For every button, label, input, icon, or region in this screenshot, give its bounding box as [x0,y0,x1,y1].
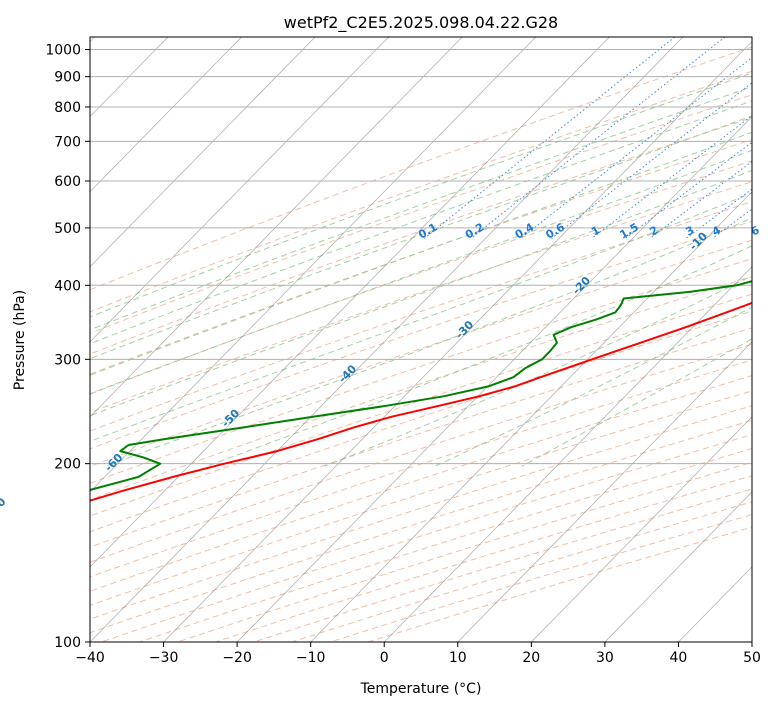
y-tick-label: 800 [54,100,81,116]
y-tick-label: 400 [54,278,81,294]
y-tick-label: 100 [54,635,81,651]
mixing-ratio-line [751,37,775,238]
y-tick-label: 900 [54,70,81,86]
isotherm-label: -70 [0,495,9,519]
x-tick-label: 0 [380,650,389,666]
y-tick-label: 200 [54,457,81,473]
x-tick-label: 20 [522,650,540,666]
x-tick-label: 10 [449,650,467,666]
y-tick-label: 700 [54,134,81,150]
x-axis-label: Temperature (°C) [360,681,482,697]
x-tick-label: −10 [296,650,326,666]
x-tick-label: −40 [75,650,105,666]
y-tick-label: 300 [54,352,81,368]
x-tick-label: −30 [149,650,179,666]
y-axis-label: Pressure (hPa) [12,290,28,390]
x-tick-label: 30 [596,650,614,666]
chart-title: wetPf2_C2E5.2025.098.04.22.G28 [284,13,558,33]
x-tick-label: −20 [222,650,252,666]
y-tick-label: 1000 [45,43,81,59]
isotherm-line [752,37,775,642]
x-tick-label: 50 [743,650,761,666]
y-tick-label: 600 [54,174,81,190]
y-tick-label: 500 [54,221,81,237]
x-tick-label: 40 [669,650,687,666]
